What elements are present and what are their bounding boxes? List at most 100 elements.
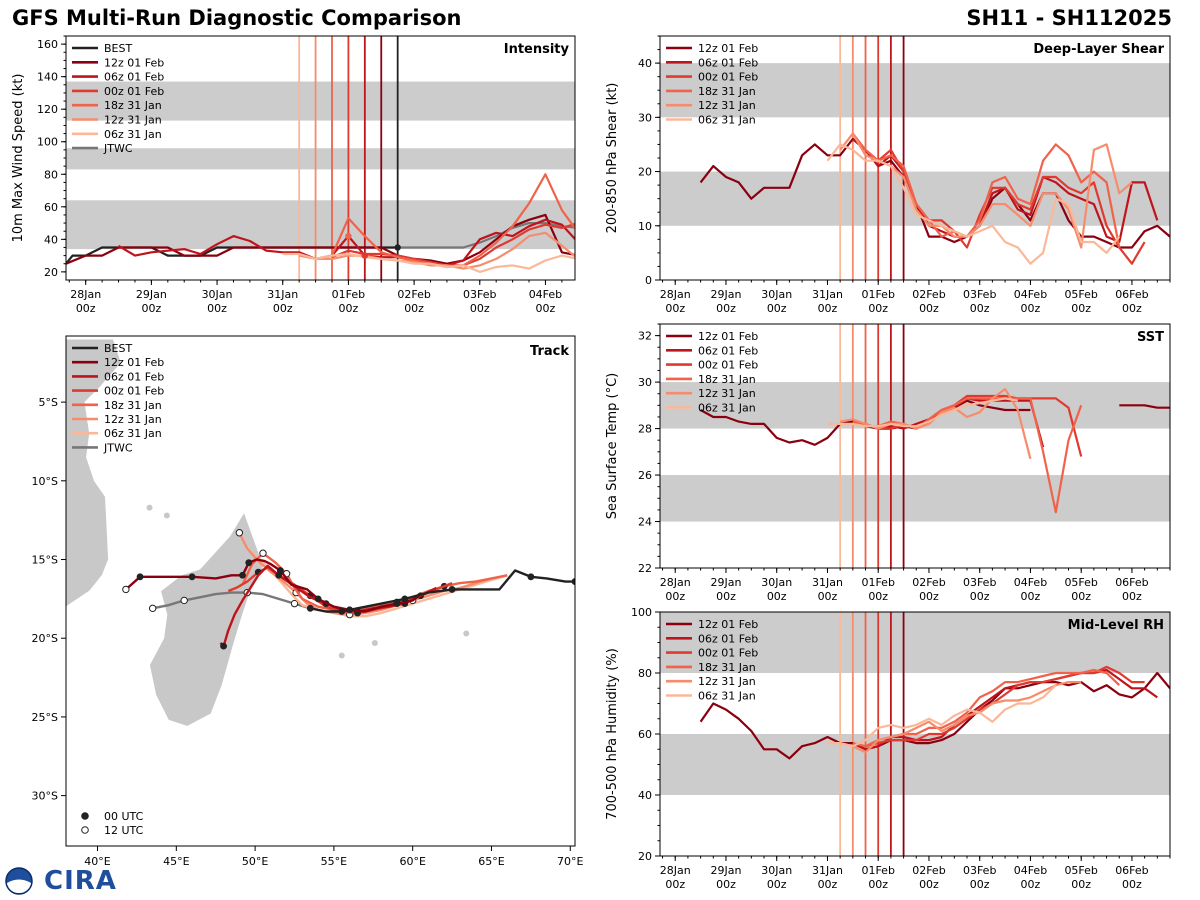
rh-xtick-label: 00z [868,878,888,891]
rh-xtick-label: 29Jan [710,864,741,877]
shear-ytick-label: 10 [638,220,652,233]
track-marker-12utc [180,596,188,605]
intensity-xtick-label: 03Feb [463,288,496,301]
track-marker-00utc [136,573,144,581]
shear-ytick-label: 20 [638,166,652,179]
track-marker-legend-label: 00 UTC [104,810,144,823]
rh-xtick-label: 01Feb [861,864,894,877]
intensity-series-line [282,252,575,273]
storm-id: SH11 - SH112025 [966,6,1172,30]
shear-title: Deep-Layer Shear [1033,42,1164,57]
shear-ytick-label: 30 [638,111,652,124]
shear-plot-area [660,36,1170,280]
shear-xtick-label: 03Feb [963,288,996,301]
sst-ytick-label: 32 [638,330,652,343]
rh-band [660,612,1170,673]
sst-xtick-label: 00z [818,590,838,603]
sst-xtick-label: 06Feb [1115,576,1148,589]
sst-plot-area [660,324,1170,568]
intensity-marker [361,252,369,259]
rh-xtick-label: 28Jan [660,864,691,877]
rh-series-line [839,680,1082,754]
shear-xtick-label: 31Jan [812,288,843,301]
shear-xtick-label: 00z [1021,302,1041,315]
island-landmass [163,512,170,519]
track-marker-00utc [220,642,227,650]
rh-xtick-label: 05Feb [1064,864,1097,877]
intensity-series-line [315,173,575,269]
sst-xtick-label: 02Feb [912,576,945,589]
track-xtick-label: 55°E [321,855,347,868]
intensity-xtick-label: 28Jan [70,288,101,301]
rh-series-line [699,671,1170,760]
sst-xtick-label: 00z [1071,590,1091,603]
intensity-band [66,148,575,170]
noaa-emblem-icon [5,867,33,895]
intensity-xtick-label: 01Feb [332,288,365,301]
rh-legend-label: 06z 01 Feb [698,632,758,645]
rh-panel: 2040608010028Jan00z29Jan00z30Jan00z31Jan… [605,606,1171,891]
rh-legend-label: 18z 31 Jan [698,661,756,674]
track-line [310,569,575,613]
track-title: Track [530,344,569,359]
rh-legend-label: 12z 31 Jan [698,675,756,688]
intensity-ytick-label: 60 [44,201,58,214]
rh-ytick-label: 80 [638,667,652,680]
shear-legend-label: 12z 01 Feb [698,42,758,55]
track-marker-12utc [259,549,267,557]
island-landmass [371,639,378,646]
rh-plot-area [660,612,1170,856]
rh-xtick-label: 30Jan [761,864,792,877]
sst-legend-label: 18z 31 Jan [698,373,756,386]
rh-xtick-label: 06Feb [1115,864,1148,877]
sst-xtick-label: 00z [1122,590,1142,603]
shear-xtick-label: 05Feb [1064,288,1097,301]
sst-xtick-label: 29Jan [710,576,741,589]
shear-ytick-label: 0 [645,274,652,287]
intensity-ytick-label: 80 [44,168,58,181]
sst-legend-label: 12z 31 Jan [698,387,756,400]
rh-xtick-label: 00z [919,878,939,891]
shear-ytick-label: 40 [638,57,652,70]
rh-title: Mid-Level RH [1068,618,1164,633]
intensity-panel: 2040608010012014016028Jan00z29Jan00z30Ja… [11,35,576,315]
figure-title: GFS Multi-Run Diagnostic Comparison [12,6,462,30]
track-marker-legend-symbol [81,812,89,820]
track-legend-label: 06z 01 Feb [104,370,164,383]
sst-ytick-label: 24 [638,516,652,529]
sst-xtick-label: 00z [970,590,990,603]
rh-xtick-label: 00z [970,878,990,891]
intensity-ytick-label: 140 [37,71,58,84]
intensity-xtick-label: 29Jan [136,288,167,301]
rh-series-line [852,668,1158,751]
shear-legend-label: 18z 31 Jan [698,85,756,98]
sst-xtick-label: 03Feb [963,576,996,589]
shear-xtick-label: 00z [665,302,685,315]
sst-series-line [852,397,1083,514]
sst-xtick-label: 01Feb [861,576,894,589]
shear-xtick-label: 00z [970,302,990,315]
sst-xtick-label: 00z [767,590,787,603]
track-marker-legend-label: 12 UTC [104,824,144,837]
intensity-marker [345,232,352,240]
intensity-legend-label: 06z 31 Jan [104,128,162,141]
intensity-xtick-label: 00z [273,302,293,315]
sst-xtick-label: 00z [1021,590,1041,603]
intensity-xtick-label: 00z [207,302,227,315]
sst-xtick-label: 05Feb [1064,576,1097,589]
sst-ylabel: Sea Surface Temp (°C) [605,373,620,520]
track-marker-12utc [290,599,299,608]
shear-xtick-label: 04Feb [1014,288,1047,301]
shear-legend-label: 06z 01 Feb [698,56,758,69]
track-marker-12utc [148,604,157,613]
sst-title: SST [1137,330,1164,345]
shear-xtick-label: 00z [868,302,888,315]
track-line [227,566,453,615]
intensity-xtick-label: 00z [404,302,424,315]
track-marker-12utc [122,585,130,594]
rh-xtick-label: 00z [665,878,685,891]
shear-xtick-label: 00z [1071,302,1091,315]
sst-xtick-label: 00z [919,590,939,603]
rh-ytick-label: 60 [638,728,652,741]
shear-legend-label: 06z 31 Jan [698,114,756,127]
